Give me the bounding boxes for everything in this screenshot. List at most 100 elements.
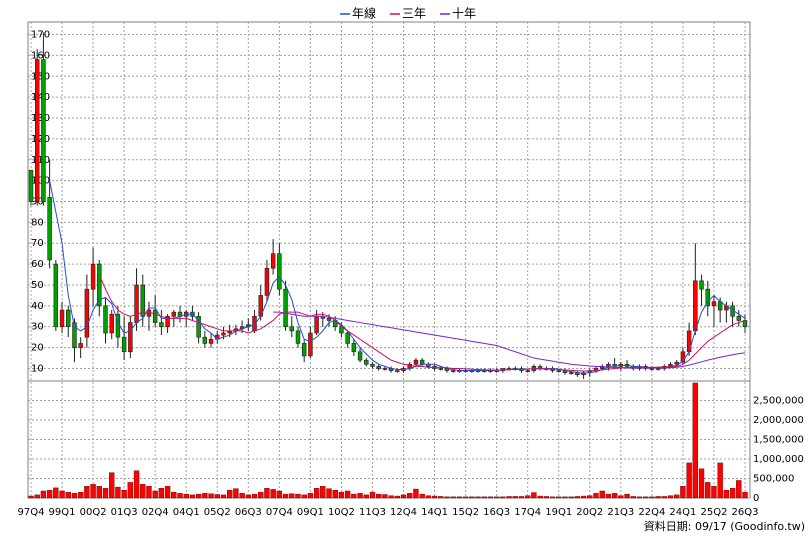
legend-label: 年線 [352, 6, 376, 21]
volume-bar [357, 493, 363, 499]
volume-bar [152, 490, 158, 499]
y-tick-label: 80 [31, 217, 44, 228]
volume-bar [46, 490, 53, 499]
volume-bar [692, 382, 699, 499]
candle-body [134, 284, 139, 323]
candle-body [364, 359, 369, 365]
candle-body [140, 284, 145, 317]
volume-bar [655, 496, 661, 499]
volume-bar [140, 484, 146, 499]
x-tick-label: 19Q1 [545, 507, 572, 518]
y-tick-label: 110 [31, 155, 50, 166]
volume-bar [220, 494, 227, 499]
volume-bar [202, 493, 208, 499]
candle-body [370, 364, 375, 367]
volume-bar [376, 493, 382, 499]
candle-body [41, 59, 46, 202]
x-tick-label: 04Q1 [173, 507, 200, 518]
volume-bar [624, 493, 630, 499]
y-tick-label: 150 [31, 71, 50, 82]
y-tick-label: 1,000,000 [753, 454, 804, 465]
volume-bar [282, 493, 289, 499]
volume-bar [189, 494, 196, 499]
candle-body [270, 253, 276, 269]
volume-bar [587, 495, 593, 499]
volume-bar [736, 480, 742, 499]
volume-bar [556, 496, 562, 499]
volume-bar [593, 493, 599, 499]
candle-body [171, 311, 177, 317]
volume-bar [164, 486, 171, 499]
candle-body [221, 332, 226, 336]
x-tick-label: 10Q2 [328, 507, 355, 518]
candle-body [202, 336, 208, 344]
volume-bar [549, 496, 556, 499]
x-tick-label: 01Q3 [111, 507, 138, 518]
volume-bar [438, 496, 444, 499]
volume-bar [382, 494, 388, 499]
volume-bar [729, 488, 736, 499]
volume-bar [568, 496, 574, 499]
volume-bar [618, 495, 624, 499]
volume-bar [208, 493, 214, 499]
candle-body [152, 309, 158, 323]
candle-body [47, 197, 52, 261]
volume-bar [431, 495, 438, 499]
volume-bar [40, 490, 47, 499]
volume-bar [102, 488, 109, 499]
candle-body [103, 305, 108, 334]
y-tick-label: 10 [31, 363, 44, 374]
volume-bar [177, 493, 183, 499]
volume-bar [251, 493, 258, 499]
candle-body [736, 315, 742, 321]
candle-body [59, 309, 65, 328]
x-tick-label: 26Q3 [732, 507, 759, 518]
volume-bar [450, 496, 456, 499]
candle-body [376, 366, 381, 369]
volume-bar [723, 490, 730, 499]
volume-bar [680, 486, 686, 499]
volume-bar [630, 496, 636, 499]
legend-label: 十年 [452, 7, 476, 21]
y-tick-label: 30 [31, 322, 44, 333]
volume-bar [214, 494, 220, 499]
volume-bar [531, 492, 537, 499]
volume-bar [53, 487, 59, 499]
x-tick-label: 24Q1 [669, 507, 696, 518]
volume-bar [394, 495, 400, 499]
volume-bar [171, 491, 177, 499]
footer: 資料日期: 09/17 (Goodinfo.tw) [644, 519, 805, 533]
volume-bar [481, 496, 487, 499]
candle-body [165, 315, 170, 328]
volume-bar [667, 495, 674, 499]
x-tick-label: 14Q1 [421, 507, 448, 518]
volume-bar [525, 495, 531, 499]
y-tick-label: 40 [31, 301, 44, 312]
volume-bar [518, 496, 525, 499]
volume-bar [425, 495, 432, 499]
volume-bar [363, 494, 369, 499]
x-tick-label: 22Q4 [638, 507, 665, 518]
y-tick-label: 120 [31, 134, 50, 145]
x-tick-label: 07Q4 [266, 507, 293, 518]
volume-bar [537, 495, 543, 499]
volume-bar [649, 496, 655, 499]
volume-bar [698, 468, 705, 499]
candle-body [680, 351, 686, 363]
volume-bar [301, 494, 307, 499]
volume-bar [344, 490, 351, 499]
volume-bar [326, 488, 332, 499]
volume-bar [636, 496, 643, 499]
volume-bar [338, 491, 345, 499]
candle-body [314, 315, 319, 334]
candle-body [72, 322, 77, 348]
volume-bar [580, 495, 587, 499]
volume-bar [233, 488, 239, 499]
x-tick-label: 20Q2 [576, 507, 603, 518]
volume-bar [469, 496, 475, 499]
y-tick-label: 20 [31, 343, 44, 354]
candle-body [78, 343, 83, 348]
volume-bar [686, 462, 692, 499]
x-tick-label: 00Q2 [80, 507, 107, 518]
volume-bar [642, 496, 649, 499]
